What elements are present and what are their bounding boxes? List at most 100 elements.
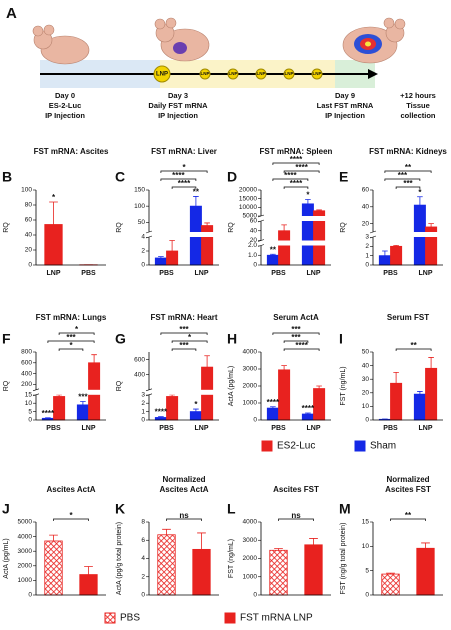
bracket-label: **** [295,341,308,350]
y-tick-label: 0 [365,262,369,269]
bracket [395,186,421,189]
error-bar [158,256,164,258]
bracket [384,178,421,181]
bar [413,393,426,421]
chart-title: Normalized [162,475,205,484]
panel-label: G [115,331,126,347]
bar [304,544,323,596]
x-tick-label: PBS [46,425,61,432]
bracket [53,518,89,521]
y-tick-label: 5 [365,567,369,574]
bracket-label: * [75,325,79,334]
x-tick-label: PBS [271,425,286,432]
y-tick-label: 30 [362,376,370,383]
bar [313,388,326,421]
error-bar [316,209,322,211]
y-tick-label: 10 [362,403,370,410]
bracket-label: *** [291,333,301,342]
badge-text: LNP [313,71,322,76]
y-tick-label: 1 [141,408,145,415]
y-tick-label: 0 [141,262,145,269]
error-bar [417,196,423,206]
panel-label: K [115,501,125,517]
bar [301,203,314,266]
bar [266,407,279,421]
y-tick-label: 800 [21,349,32,356]
bar [157,534,176,596]
badge-text: LNP [257,71,266,76]
panel-label: M [339,501,351,517]
significance: * [52,193,56,202]
bar [390,382,403,421]
chart-title: Serum FST [387,313,429,322]
y-tick-label: 20 [250,237,258,244]
badge-text: LNP [201,71,210,76]
event-text: Day 0 [55,91,75,100]
axis-break [258,240,334,246]
bar [390,245,403,266]
significance: **** [302,404,315,413]
y-tick-label: 10000 [239,204,257,211]
legend-label: FST mRNA LNP [240,613,313,624]
y-tick-label: 0 [253,262,257,269]
chart-title: FST mRNA: Liver [151,147,217,156]
panel-a: A LNP LNP LNP LNP LNP LNP Day 0 ES-2-Luc… [6,5,436,120]
bracket-label: **** [172,171,185,180]
y-tick-label: 8 [141,519,145,526]
y-axis-label: FST (ng/g total protein) [340,523,347,595]
error-bar [49,201,58,225]
bracket [58,348,84,351]
axis-break [370,232,446,237]
error-bar [45,417,51,419]
bracket-label: * [69,341,73,350]
y-tick-label: 100 [21,187,32,194]
error-bar [169,240,175,251]
y-tick-label: 600 [21,360,32,367]
legend-swatch [261,440,273,452]
mouse [154,17,210,62]
lnp-badge [311,68,323,80]
error-bar [193,196,199,207]
error-bar [421,542,430,549]
bracket-label: *** [179,325,189,334]
significance: *** [78,393,88,402]
y-axis-label: RQ [340,222,347,233]
x-tick-label: LNP [47,270,61,277]
bracket [160,332,208,335]
badge-text: LNP [285,71,294,76]
chart-title: Ascites FST [385,485,431,494]
error-bar [204,222,210,226]
bracket [283,340,309,343]
mouse [342,17,406,64]
x-tick-label: PBS [271,270,286,277]
error-bar [274,548,283,551]
y-tick-label: 1000 [243,400,258,407]
y-tick-label: 4000 [18,533,33,540]
bar [278,369,291,421]
y-tick-label: 3 [141,392,145,399]
error-bar [49,534,58,541]
y-tick-label: 80 [25,202,33,209]
error-bar [309,538,318,545]
bracket-label: **** [290,179,303,188]
y-axis-label: ActA (pg/g total protein) [116,522,123,595]
bracket-label: **** [290,155,303,164]
bar [53,396,66,421]
lnp-badge [227,68,239,80]
error-bar [393,372,399,384]
error-bar [197,532,206,550]
mouse [32,24,90,65]
event-text: IP Injection [45,111,85,120]
lnp-badge [283,68,295,80]
bar [416,547,435,596]
y-axis-label: RQ [116,222,123,233]
bracket [283,348,320,351]
y-tick-label: 6 [141,537,145,544]
y-tick-label: 15 [25,392,33,399]
bracket-label: * [69,511,73,520]
bar [301,413,314,421]
significance: **** [155,408,168,417]
y-tick-label: 20 [25,247,33,254]
error-bar [270,253,276,256]
